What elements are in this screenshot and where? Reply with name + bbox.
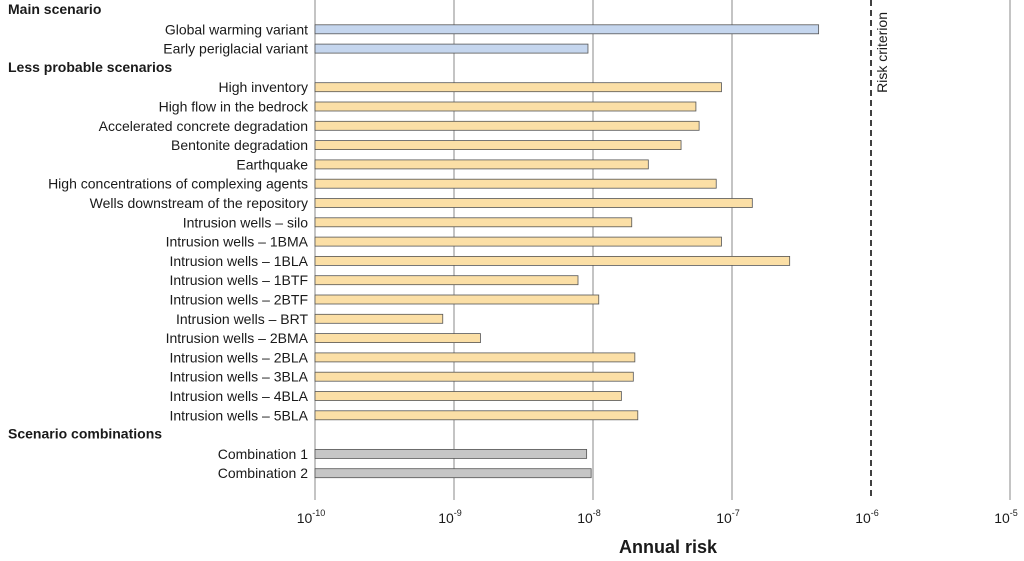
x-tick-label: 10-8 [577, 508, 601, 526]
x-tick-label: 10-10 [297, 508, 326, 526]
bar [314, 391, 622, 401]
bar [314, 120, 700, 131]
x-tick-label: 10-6 [855, 508, 879, 526]
bar [314, 217, 633, 228]
category-label: Intrusion wells – 1BTF [170, 272, 309, 288]
group-heading: Scenario combinations [8, 426, 162, 442]
category-label: Earthquake [236, 156, 308, 172]
bar [314, 236, 722, 247]
bar [314, 101, 697, 112]
x-axis-ticks: 10-10 10-9 10-8 10-7 10-6 10-5 [297, 508, 1018, 526]
x-tick-label: 10-5 [994, 508, 1018, 526]
bar [314, 140, 682, 151]
category-label: High flow in the bedrock [159, 99, 309, 115]
bar [314, 198, 753, 208]
category-label: Intrusion wells – 5BLA [169, 407, 308, 423]
bar [314, 24, 820, 35]
category-label: High concentrations of complexing agents [48, 176, 308, 192]
x-axis-title: Annual risk [619, 537, 718, 557]
x-tick-label: 10-7 [716, 508, 740, 526]
risk-criterion-label: Risk criterion [874, 12, 890, 93]
category-label: Wells downstream of the repository [90, 195, 308, 211]
category-label: Intrusion wells – 2BMA [166, 330, 309, 346]
bar [314, 448, 588, 459]
category-label: Intrusion wells – 4BLA [169, 388, 308, 404]
bar [314, 333, 481, 344]
category-label: Bentonite degradation [171, 137, 308, 153]
bar [314, 410, 639, 421]
bar [314, 43, 589, 54]
category-label: Intrusion wells – BRT [176, 311, 308, 327]
category-labels: Main scenario Global warming variant Early… [8, 1, 309, 481]
category-label: High inventory [219, 79, 309, 95]
group-heading: Main scenario [8, 1, 101, 17]
bar [314, 178, 717, 189]
bar [314, 294, 600, 305]
category-label: Early periglacial variant [163, 41, 308, 57]
bar [314, 352, 636, 363]
bar [314, 313, 444, 324]
category-label: Combination 1 [218, 446, 308, 462]
category-label: Intrusion wells – 1BMA [166, 234, 309, 250]
bar [314, 275, 579, 286]
category-label: Global warming variant [165, 21, 308, 37]
x-tick-label: 10-9 [438, 508, 462, 526]
category-label: Intrusion wells – 2BLA [169, 349, 308, 365]
bar [314, 255, 791, 266]
category-label: Intrusion wells – silo [183, 214, 308, 230]
category-label: Intrusion wells – 3BLA [169, 369, 308, 385]
bars [314, 24, 820, 479]
bar [314, 468, 592, 479]
bar [314, 159, 649, 170]
bar [314, 82, 722, 93]
category-label: Intrusion wells – 2BTF [170, 292, 309, 308]
category-label: Accelerated concrete degradation [99, 118, 308, 134]
grid-lines: Risk criterion [314, 0, 1011, 500]
category-label: Combination 2 [218, 465, 308, 481]
group-heading: Less probable scenarios [8, 59, 172, 75]
bar [314, 371, 634, 382]
category-label: Intrusion wells – 1BLA [169, 253, 308, 269]
